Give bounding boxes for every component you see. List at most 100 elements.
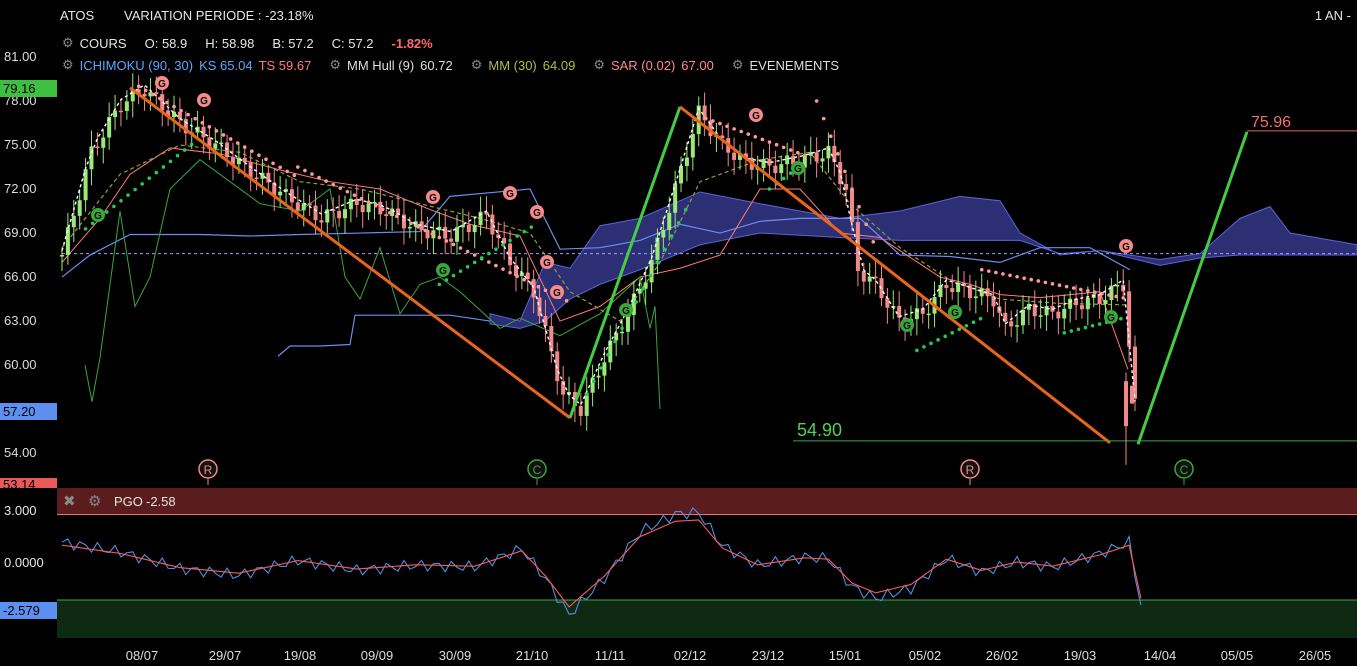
bottom-price-tag: 53.14 bbox=[0, 478, 57, 488]
sar-dot bbox=[732, 127, 736, 131]
pgo-line bbox=[61, 506, 1142, 615]
ichimoku-label[interactable]: ICHIMOKU (90, 30) bbox=[79, 57, 194, 73]
candle-body bbox=[1085, 297, 1090, 310]
sar-dot bbox=[508, 270, 512, 275]
close-icon[interactable]: ✖ bbox=[63, 493, 76, 510]
sar-dot bbox=[119, 198, 123, 203]
signal-marker-icon bbox=[530, 205, 544, 219]
sar-dot bbox=[1086, 289, 1090, 293]
signal-marker-icon bbox=[197, 93, 211, 107]
x-tick-label: 26/02 bbox=[985, 648, 1019, 663]
signal-marker-letter: G bbox=[752, 111, 760, 122]
candle-body bbox=[1044, 305, 1049, 316]
sar-dot bbox=[271, 161, 275, 166]
sar-dot bbox=[821, 116, 826, 121]
candle-body bbox=[679, 165, 684, 184]
candle-body bbox=[478, 211, 483, 226]
candle-body bbox=[425, 230, 430, 239]
candle-body bbox=[260, 172, 265, 179]
sar-dot bbox=[1029, 277, 1034, 282]
candle-body bbox=[596, 375, 601, 378]
event-marker-icon bbox=[527, 459, 547, 479]
candle-body bbox=[65, 227, 70, 256]
low-value: B: 57.2 bbox=[272, 35, 314, 51]
sar-dot bbox=[150, 92, 155, 97]
sar-dot bbox=[1036, 279, 1041, 283]
hull-label[interactable]: MM Hull (9) bbox=[347, 57, 415, 73]
candle-body bbox=[1074, 298, 1079, 306]
sar-dot bbox=[739, 129, 743, 134]
candle-body bbox=[449, 238, 454, 242]
candle-body bbox=[337, 211, 342, 219]
candle-body bbox=[885, 298, 890, 308]
quote-label[interactable]: COURS bbox=[79, 35, 127, 51]
candle-body bbox=[1079, 305, 1084, 310]
sar-dot bbox=[278, 165, 282, 170]
sar-dot bbox=[971, 320, 976, 325]
sar-dot bbox=[242, 145, 247, 149]
gear-icon[interactable]: ⚙ bbox=[88, 493, 102, 510]
candle-body bbox=[496, 234, 501, 238]
events-label[interactable]: EVENEMENTS bbox=[749, 57, 840, 73]
pgo-chart[interactable] bbox=[0, 488, 1357, 638]
price-chart[interactable]: 75.96 54.90 G G G G G G G G G G G G G G G G R C R C bbox=[0, 0, 1357, 488]
candle-body bbox=[761, 158, 766, 169]
sar-dot bbox=[105, 210, 109, 214]
current-price-tag: 57.20 bbox=[0, 403, 57, 420]
signal-marker-letter: G bbox=[794, 164, 802, 175]
sar-dot bbox=[165, 100, 169, 105]
sar-dot bbox=[186, 112, 190, 117]
gear-icon[interactable]: ⚙ bbox=[62, 57, 74, 72]
sar-dot bbox=[676, 220, 681, 225]
sar-dot bbox=[1057, 283, 1062, 288]
sar-dot bbox=[479, 256, 484, 260]
period-selector[interactable]: 1 AN - bbox=[1314, 8, 1351, 23]
candle-body bbox=[142, 93, 147, 97]
candle-body bbox=[484, 211, 489, 215]
gear-icon[interactable]: ⚙ bbox=[593, 57, 605, 72]
hull-value: 60.72 bbox=[420, 57, 453, 73]
candle-body bbox=[160, 94, 165, 111]
y-tick-label: 63.00 bbox=[4, 313, 37, 329]
downtrend-line bbox=[679, 105, 1111, 445]
candle-body bbox=[979, 288, 984, 297]
x-tick-label: 09/09 bbox=[360, 648, 394, 663]
candle-body bbox=[248, 162, 253, 178]
candle-body bbox=[219, 142, 224, 145]
signal-marker-letter: G bbox=[1122, 242, 1130, 253]
candle-body bbox=[914, 308, 919, 320]
sar-dot bbox=[564, 299, 569, 303]
candle-body bbox=[396, 208, 401, 215]
senkou-line bbox=[277, 314, 491, 357]
candle-body bbox=[1026, 304, 1031, 310]
signal-marker-letter: G bbox=[553, 288, 561, 299]
sar-dot bbox=[143, 88, 148, 93]
gear-icon[interactable]: ⚙ bbox=[329, 57, 341, 72]
x-tick-label: 14/04 bbox=[1143, 648, 1177, 663]
candle-body bbox=[555, 351, 560, 382]
sar-dot bbox=[487, 251, 491, 256]
candle-body bbox=[378, 201, 383, 215]
sar-dot bbox=[228, 137, 233, 141]
gear-icon[interactable]: ⚙ bbox=[62, 35, 74, 50]
mm-label[interactable]: MM (30) bbox=[488, 57, 537, 73]
sar-dot bbox=[487, 260, 491, 264]
candle-body bbox=[272, 182, 277, 196]
sar-dot bbox=[788, 148, 793, 152]
candle-body bbox=[897, 305, 902, 318]
candle-body bbox=[254, 177, 259, 180]
signal-marker-letter: G bbox=[1107, 313, 1115, 324]
sar-label[interactable]: SAR (0.02) bbox=[610, 57, 676, 73]
sar-dot bbox=[613, 339, 617, 344]
candle-body bbox=[808, 152, 813, 156]
signal-marker-letter: G bbox=[158, 79, 166, 90]
sar-dot bbox=[850, 187, 854, 191]
gear-icon[interactable]: ⚙ bbox=[731, 57, 744, 72]
sar-dot bbox=[803, 153, 807, 158]
signal-marker-icon bbox=[550, 285, 564, 299]
sar-dot bbox=[986, 269, 991, 273]
candle-body bbox=[773, 165, 778, 174]
gear-icon[interactable]: ⚙ bbox=[470, 57, 483, 72]
candle-body bbox=[113, 110, 118, 118]
sar-dot bbox=[437, 235, 442, 240]
